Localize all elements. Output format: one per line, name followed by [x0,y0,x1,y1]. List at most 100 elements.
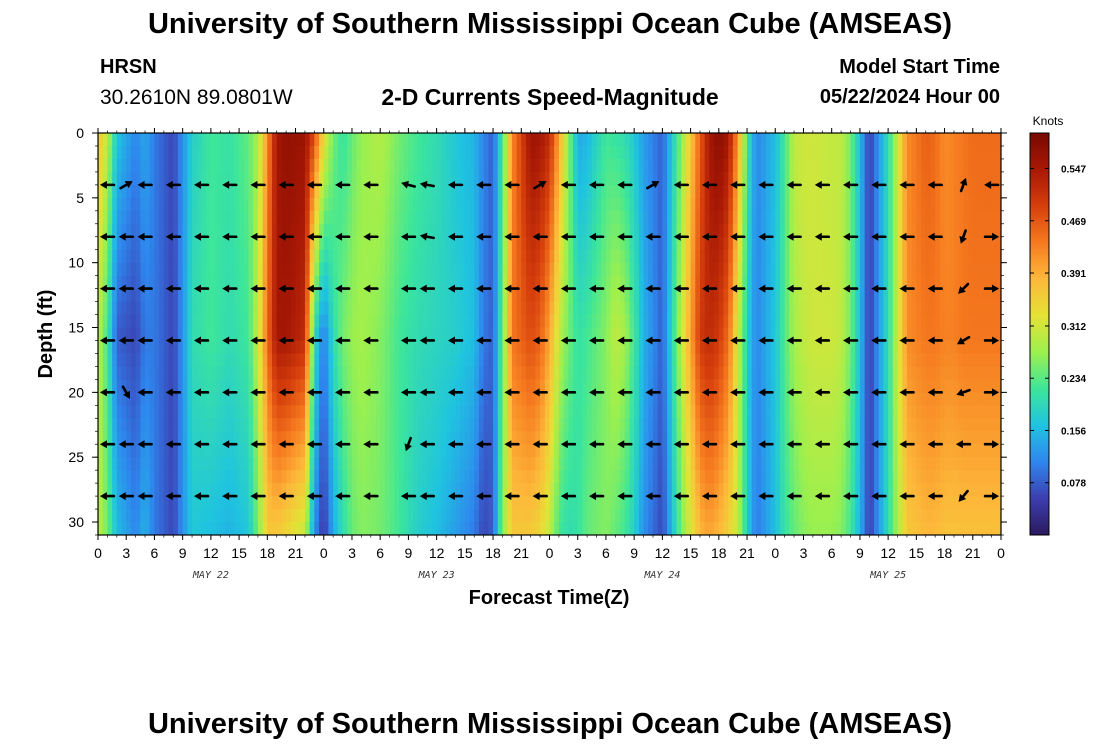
heatmap-cell [831,483,837,497]
heatmap-cell [460,509,466,523]
heatmap-cell [380,197,386,212]
heatmap-cell [850,184,856,199]
heatmap-cell [436,379,442,393]
heatmap-cell [286,353,292,368]
heatmap-cell [685,184,692,199]
heatmap-cell [417,470,424,484]
heatmap-cell [676,275,682,290]
heatmap-cell [850,301,856,316]
heatmap-cell [248,262,254,277]
heatmap-cell [502,197,508,212]
heatmap-cell [149,171,156,186]
heatmap-cell [394,184,400,199]
heatmap-cell [648,275,654,290]
heatmap-cell [413,340,419,355]
heatmap-cell [436,496,442,510]
heatmap-cell [723,197,729,212]
heatmap-cell [563,509,569,523]
heatmap-cell [356,496,362,510]
heatmap-cell [234,223,240,238]
heatmap-cell [704,509,710,523]
heatmap-cell [309,133,315,147]
heatmap-cell [808,223,814,238]
heatmap-cell [262,197,268,212]
heatmap-cell [789,158,795,173]
heatmap-cell [808,327,814,342]
heatmap-cell [577,133,584,147]
heatmap-cell [845,184,852,199]
heatmap-cell [112,457,118,471]
heatmap-cell [676,223,682,238]
heatmap-cell [558,418,565,432]
heatmap-cell [337,431,344,445]
heatmap-cell [130,314,137,329]
heatmap-cell [478,431,485,445]
heatmap-cell [704,275,710,290]
heatmap-cell [243,262,250,277]
heatmap-cell [253,197,259,212]
heatmap-cell [775,431,781,445]
heatmap-cell [822,340,828,355]
heatmap-cell [732,431,739,445]
heatmap-cell [450,314,457,329]
heatmap-cell [563,327,569,342]
heatmap-cell [130,210,137,225]
heatmap-cell [770,288,776,303]
heatmap-cell [394,522,400,535]
heatmap-cell [145,262,151,277]
heatmap-cell [596,158,602,173]
heatmap-cell [587,262,593,277]
heatmap-cell [196,288,203,303]
heatmap-cell [356,210,362,225]
heatmap-cell [723,314,729,329]
heatmap-cell [493,171,499,186]
heatmap-cell [601,418,607,432]
heatmap-cell [845,340,852,355]
heatmap-cell [121,236,127,251]
heatmap-cell [516,133,522,147]
heatmap-cell [591,171,598,186]
heatmap-cell [333,431,339,445]
heatmap-cell [304,171,311,186]
heatmap-cell [427,301,433,316]
heatmap-cell [182,184,188,199]
heatmap-cell [220,444,226,458]
heatmap-cell [121,496,127,510]
heatmap-cell [742,158,748,173]
heatmap-cell [427,158,433,173]
heatmap-cell [836,392,842,406]
heatmap-cell [408,379,414,393]
heatmap-cell [243,210,250,225]
heatmap-cell [808,249,814,264]
heatmap-cell [704,418,710,432]
heatmap-cell [638,236,645,251]
heatmap-cell [525,158,532,173]
heatmap-cell [573,496,579,510]
heatmap-cell [789,509,795,523]
heatmap-cell [413,133,419,147]
heatmap-cell [732,483,739,497]
heatmap-cell [370,275,377,290]
heatmap-cell [446,145,452,160]
heatmap-cell [502,418,508,432]
heatmap-cell [516,392,522,406]
heatmap-cell [751,184,758,199]
heatmap-cell [201,483,207,497]
heatmap-cell [431,288,438,303]
heatmap-cell [652,379,659,393]
heatmap-cell [700,184,706,199]
heatmap-cell [620,327,626,342]
heatmap-cell [615,392,621,406]
heatmap-cell [182,301,188,316]
heatmap-cell [643,379,649,393]
heatmap-cell [657,171,663,186]
heatmap-cell [667,366,673,380]
heatmap-cell [587,145,593,160]
heatmap-cell [441,418,447,432]
heatmap-cell [582,275,588,290]
heatmap-cell [629,457,635,471]
heatmap-cell [478,392,485,406]
heatmap-cell [690,249,696,264]
heatmap-cell [742,418,748,432]
heatmap-cell [700,236,706,251]
